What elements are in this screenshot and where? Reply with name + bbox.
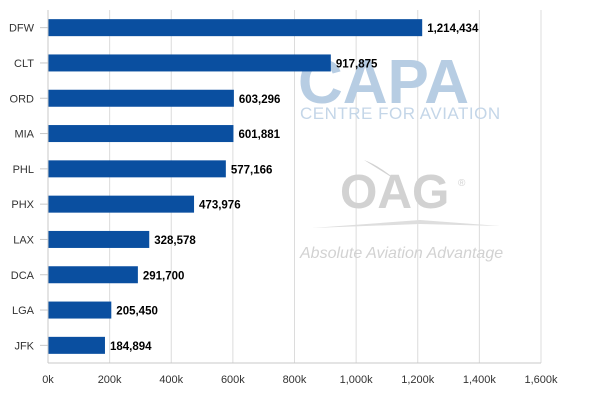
category-label: ORD xyxy=(10,93,35,105)
data-label: 603,296 xyxy=(239,94,281,106)
oag-tagline: Absolute Aviation Advantage xyxy=(299,245,503,262)
data-label: 473,976 xyxy=(199,200,241,212)
bar xyxy=(48,89,234,107)
oag-underline-icon xyxy=(312,220,500,228)
category-label: LAX xyxy=(13,234,34,246)
category-label: DFW xyxy=(9,23,35,35)
x-tick-label: 200k xyxy=(98,374,122,386)
bar xyxy=(48,125,234,143)
x-tick-label: 0k xyxy=(42,374,54,386)
oag-logo-text: OAG xyxy=(340,166,449,219)
bar xyxy=(48,266,138,284)
x-tick-label: 1,200k xyxy=(401,374,435,386)
bar xyxy=(48,301,112,319)
category-label: PHX xyxy=(11,199,34,211)
category-label: DCA xyxy=(11,270,35,282)
capa-watermark: CAPA CENTRE FOR AVIATION xyxy=(298,48,501,123)
bar xyxy=(48,336,105,354)
data-label: 205,450 xyxy=(116,306,158,318)
data-label: 577,166 xyxy=(231,164,273,176)
category-label: MIA xyxy=(14,129,34,141)
bars xyxy=(48,19,423,354)
category-label: LGA xyxy=(12,305,35,317)
x-tick-label: 800k xyxy=(283,374,307,386)
bar xyxy=(48,54,331,72)
data-label: 1,214,434 xyxy=(427,23,479,35)
oag-swoosh-icon xyxy=(364,160,396,180)
x-tick-label: 1,600k xyxy=(524,374,558,386)
oag-registered-mark: ® xyxy=(458,178,466,189)
x-tick-label: 1,000k xyxy=(340,374,374,386)
x-tick-label: 1,400k xyxy=(463,374,497,386)
data-label: 917,875 xyxy=(336,58,378,70)
bar xyxy=(48,19,423,37)
bar-labels: DFW 1,214,434 CLT 917,875 ORD 603,296 MIA 601,8… xyxy=(9,23,479,353)
x-axis: 0k 200k 400k 600k 800k 1,000k 1,200k 1,400k 1,60… xyxy=(40,10,558,386)
x-tick-label: 600k xyxy=(221,374,245,386)
category-label: JFK xyxy=(14,340,34,352)
bar xyxy=(48,230,150,248)
data-label: 291,700 xyxy=(143,270,185,282)
oag-watermark: OAG ® Absolute Aviation Advantage xyxy=(299,160,503,262)
category-label: CLT xyxy=(14,58,34,70)
x-tick-label: 400k xyxy=(159,374,183,386)
category-label: PHL xyxy=(13,164,34,176)
data-label: 184,894 xyxy=(110,341,152,353)
data-label: 601,881 xyxy=(238,129,280,141)
bar xyxy=(48,160,226,178)
bar xyxy=(48,195,195,213)
capa-subtitle: CENTRE FOR AVIATION xyxy=(300,104,501,123)
data-label: 328,578 xyxy=(154,235,196,247)
